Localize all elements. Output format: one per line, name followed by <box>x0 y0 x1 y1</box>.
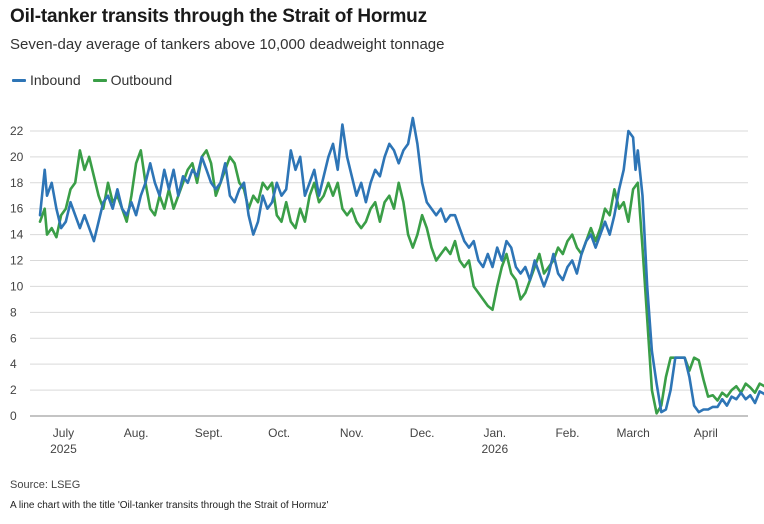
y-tick-label-16: 16 <box>10 202 24 216</box>
x-axis-ticks: July 2025 Aug. Sept. Oct. Nov. Dec. Jan. 2026 Feb… <box>50 426 718 456</box>
y-tick-label-12: 12 <box>10 254 24 268</box>
legend-item-outbound: Outbound <box>92 72 173 88</box>
y-tick-label-18: 18 <box>10 176 24 190</box>
y-tick-label-8: 8 <box>10 305 17 319</box>
series-line-outbound <box>38 149 764 415</box>
x-tick-label-9: April <box>694 426 718 440</box>
x-tick-label-8: March <box>616 426 649 440</box>
legend-swatch-outbound <box>92 78 107 82</box>
grid-lines <box>30 130 748 417</box>
legend-label-inbound: Inbound <box>30 72 81 88</box>
x-tick-label-0: July <box>53 426 74 440</box>
y-axis-ticks: 0 2 4 6 8 10 12 14 16 18 20 22 <box>10 124 24 423</box>
chart-subtitle: Seven-day average of tankers above 10,00… <box>10 36 445 53</box>
series-lines <box>38 116 764 415</box>
x-tick-label-5: Dec. <box>410 426 435 440</box>
legend-swatch-inbound <box>12 78 26 82</box>
x-tick-year-6: 2026 <box>481 442 508 456</box>
x-tick-year-0: 2025 <box>50 442 77 456</box>
legend-item-inbound: Inbound <box>12 72 81 88</box>
line-chart: 0 2 4 6 8 10 12 14 16 18 20 22 July 2025 Aug. Sept. Oct… <box>10 116 764 456</box>
y-tick-label-14: 14 <box>10 228 24 242</box>
series-line-inbound <box>38 116 764 414</box>
x-tick-label-7: Feb. <box>555 426 579 440</box>
y-tick-label-6: 6 <box>10 331 17 345</box>
legend: Inbound Outbound <box>12 72 172 88</box>
x-tick-label-1: Aug. <box>124 426 149 440</box>
y-tick-label-0: 0 <box>10 409 17 423</box>
chart-title: Oil-tanker transits through the Strait o… <box>10 6 427 27</box>
x-tick-label-3: Oct. <box>268 426 290 440</box>
x-tick-label-4: Nov. <box>340 426 364 440</box>
legend-label-outbound: Outbound <box>110 72 173 88</box>
y-tick-label-4: 4 <box>10 357 17 371</box>
y-tick-label-10: 10 <box>10 279 24 293</box>
y-tick-label-2: 2 <box>10 383 17 397</box>
x-tick-label-6: Jan. <box>483 426 506 440</box>
chart-caption: A line chart with the title 'Oil-tanker … <box>10 500 329 511</box>
source-note: Source: LSEG <box>10 479 81 491</box>
y-tick-label-20: 20 <box>10 150 24 164</box>
x-tick-label-2: Sept. <box>195 426 223 440</box>
y-tick-label-22: 22 <box>10 124 24 138</box>
